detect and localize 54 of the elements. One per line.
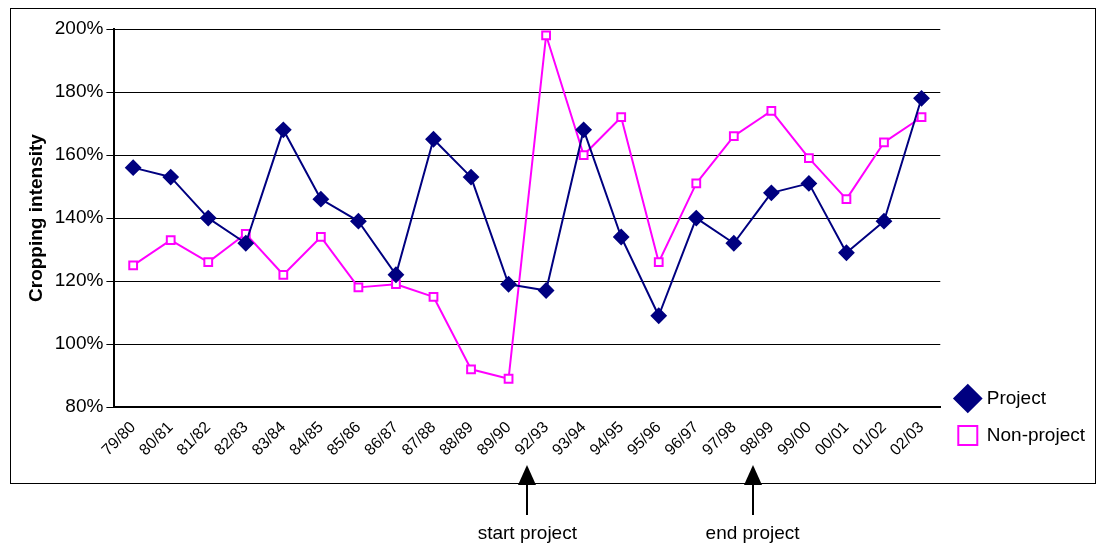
point <box>913 90 930 107</box>
point <box>425 131 442 148</box>
point <box>841 194 852 205</box>
point <box>162 169 179 186</box>
y-tick-label: 200% <box>54 17 104 39</box>
point <box>879 137 889 148</box>
y-tick-label: 120% <box>54 269 104 291</box>
point <box>541 30 551 41</box>
point <box>804 153 814 164</box>
y-tick-label: 180% <box>54 80 104 102</box>
point <box>578 150 589 160</box>
point <box>275 121 292 138</box>
point <box>691 178 702 189</box>
legend-label: Non-project <box>986 423 1086 445</box>
point <box>916 112 927 123</box>
point <box>766 106 777 116</box>
point <box>613 228 630 245</box>
point <box>538 282 555 299</box>
point <box>165 235 176 245</box>
point <box>725 235 742 252</box>
point <box>312 191 329 208</box>
point <box>203 257 214 268</box>
y-tick-label: 160% <box>54 143 104 165</box>
point <box>315 232 326 242</box>
point <box>728 131 739 142</box>
point <box>428 291 439 302</box>
point <box>650 307 667 324</box>
point <box>653 257 664 268</box>
point <box>875 213 892 230</box>
y-tick-label: 100% <box>54 332 104 354</box>
point <box>278 269 289 280</box>
text: end project <box>705 522 800 544</box>
point <box>128 260 139 271</box>
point <box>800 175 817 192</box>
point <box>463 169 480 186</box>
point <box>466 364 476 375</box>
y-axis-title: Cropping intensity <box>24 133 46 302</box>
point <box>575 121 592 138</box>
point <box>688 210 705 227</box>
point <box>838 244 855 261</box>
point <box>763 184 780 201</box>
legend-label: Project <box>986 386 1047 408</box>
point <box>125 159 142 176</box>
text: start project <box>477 522 577 544</box>
point <box>350 213 367 230</box>
point <box>387 266 404 283</box>
y-tick-label: 80% <box>65 395 104 417</box>
point <box>503 373 514 384</box>
point <box>353 282 364 293</box>
point <box>200 210 217 227</box>
point <box>616 112 627 123</box>
point <box>500 276 517 293</box>
y-tick-label: 140% <box>54 206 104 228</box>
point <box>237 235 254 252</box>
